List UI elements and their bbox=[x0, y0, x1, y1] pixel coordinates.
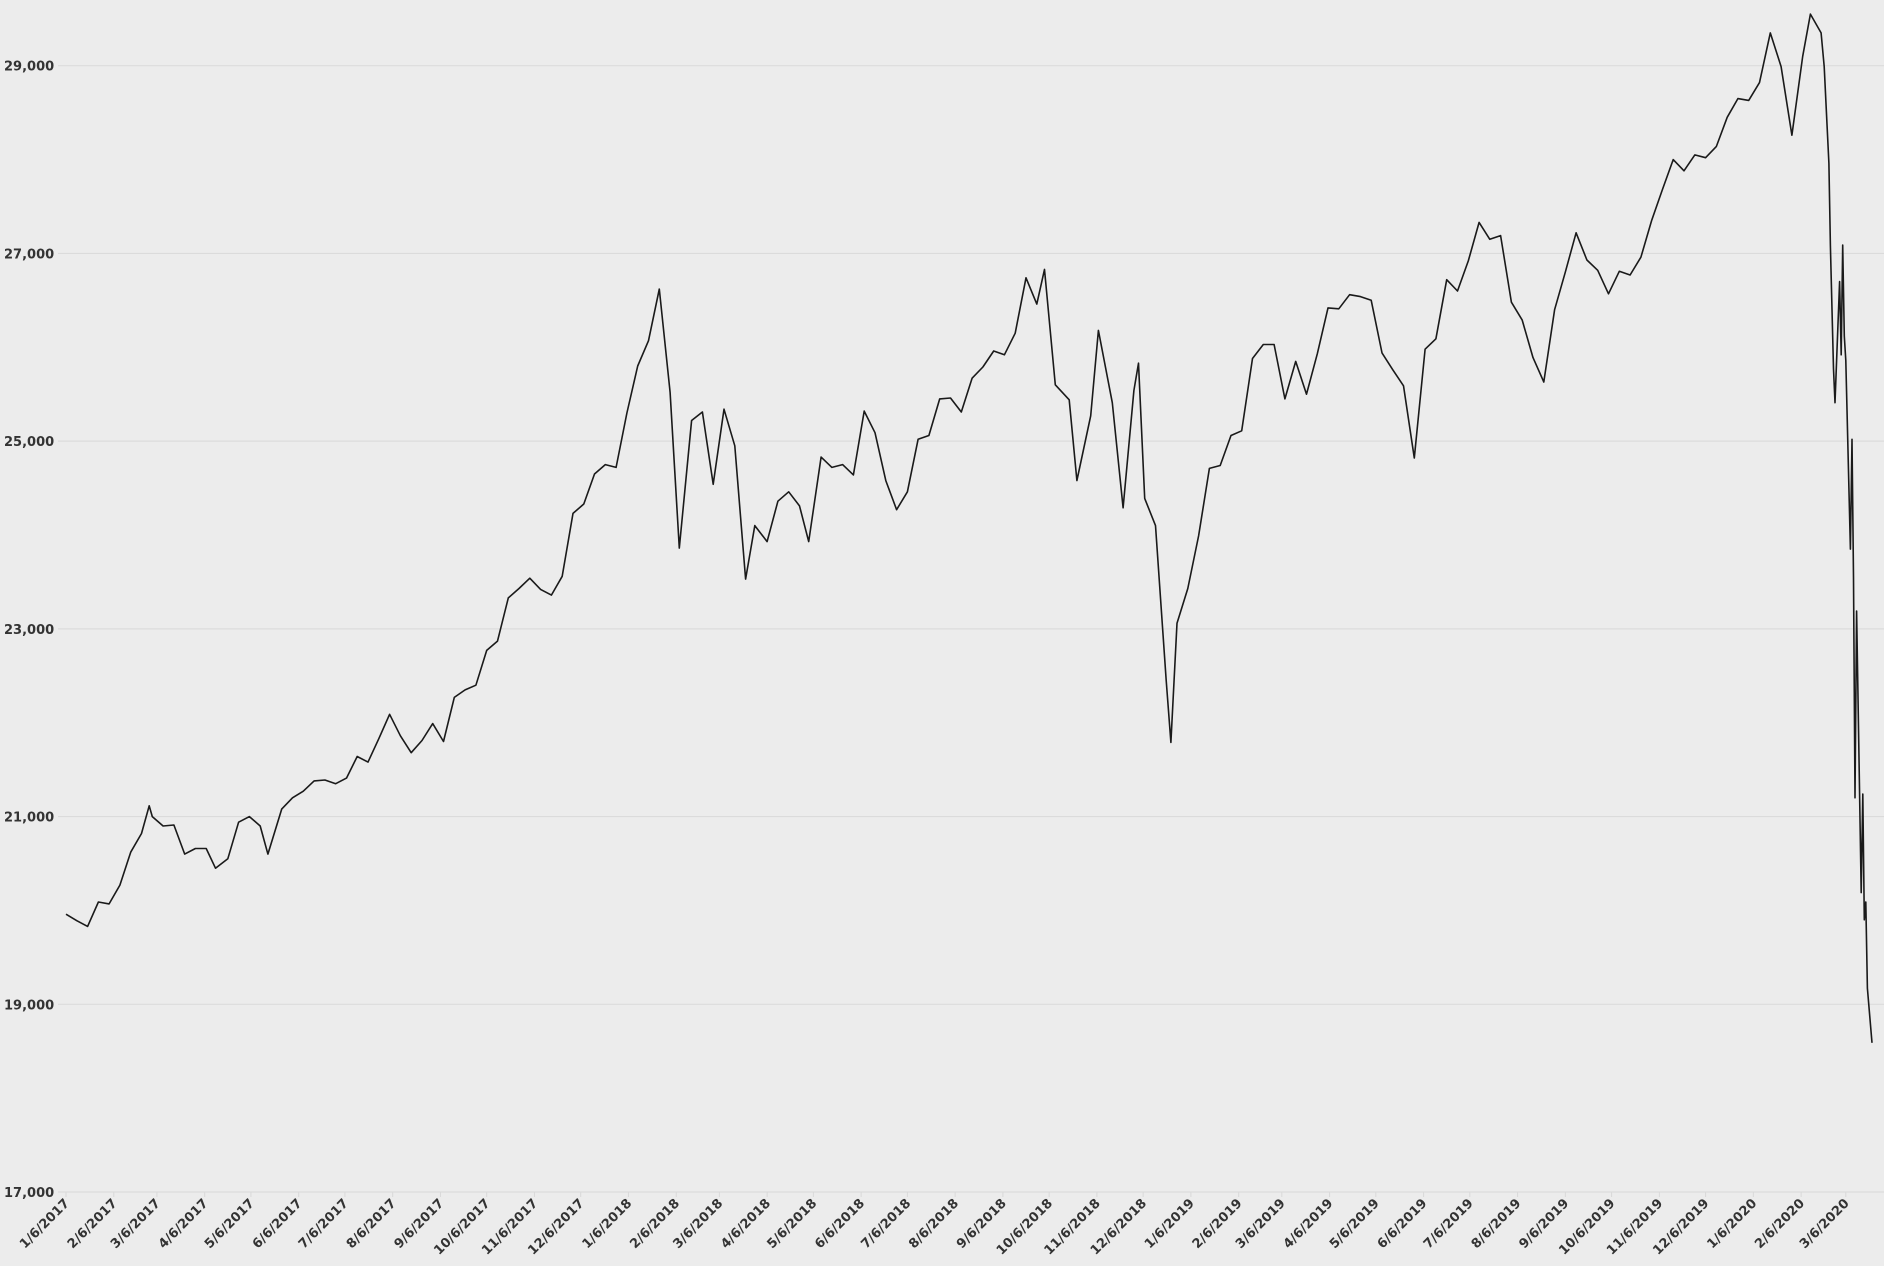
x-tick-label: 5/6/2017 bbox=[202, 1196, 258, 1252]
x-tick-label: 8/6/2018 bbox=[906, 1196, 962, 1252]
x-tick-label: 5/6/2019 bbox=[1327, 1196, 1383, 1252]
x-tick-label: 7/6/2019 bbox=[1421, 1196, 1477, 1252]
x-tick-label: 1/6/2020 bbox=[1704, 1196, 1760, 1252]
x-tick-label: 7/6/2018 bbox=[858, 1196, 914, 1252]
y-tick-label: 27,000 bbox=[4, 247, 54, 262]
x-tick-label: 5/6/2018 bbox=[764, 1196, 820, 1252]
x-tick-label: 1/6/2018 bbox=[580, 1196, 636, 1252]
x-tick-label: 1/6/2019 bbox=[1142, 1196, 1198, 1252]
y-tick-label: 21,000 bbox=[4, 811, 54, 826]
y-tick-label: 17,000 bbox=[4, 1186, 54, 1201]
x-tick-label: 8/6/2017 bbox=[344, 1196, 400, 1252]
x-tick-label: 1/6/2017 bbox=[17, 1196, 73, 1252]
y-tick-label: 29,000 bbox=[4, 60, 54, 75]
x-tick-label: 8/6/2019 bbox=[1469, 1196, 1525, 1252]
y-tick-label: 25,000 bbox=[4, 435, 54, 450]
x-tick-label: 7/6/2017 bbox=[296, 1196, 352, 1252]
y-tick-label: 23,000 bbox=[4, 623, 54, 638]
price-line bbox=[65, 13, 1873, 1043]
y-tick-label: 19,000 bbox=[4, 998, 54, 1013]
